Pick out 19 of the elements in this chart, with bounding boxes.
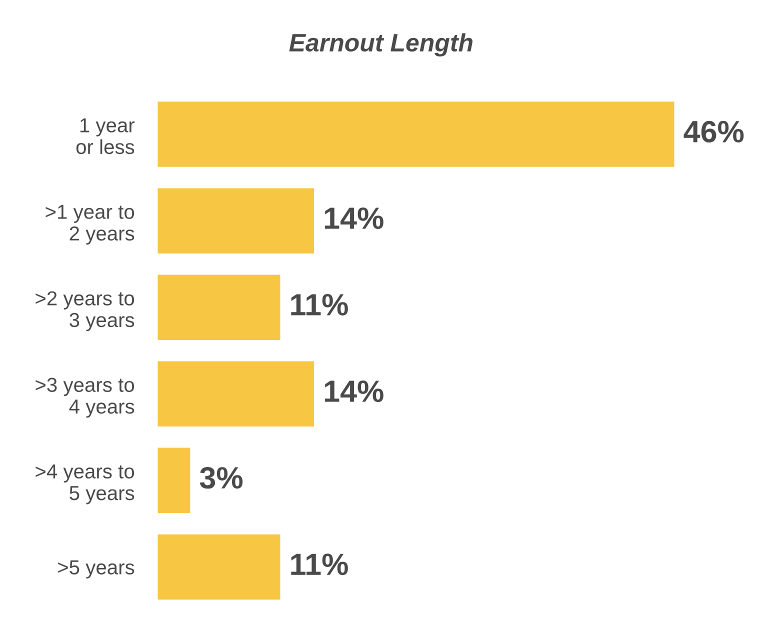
y-tick-label: >4 years to 5 years: [36, 464, 134, 504]
y-tick-label: >3 years to 4 years: [36, 378, 134, 418]
data-label: 3%: [200, 466, 243, 489]
y-tick-label: >2 years to 3 years: [36, 291, 134, 332]
data-label: 14%: [324, 380, 384, 402]
data-label: 46%: [684, 120, 744, 142]
data-label: 14%: [324, 207, 384, 229]
bar: [157, 100, 676, 168]
y-tick-label: >1 year to 2 years: [46, 204, 134, 245]
y-tick-label: 1 year or less: [76, 118, 135, 154]
data-label: 11%: [291, 554, 348, 576]
data-label: 11%: [291, 294, 348, 316]
chart-title: Earnout Length: [289, 33, 472, 57]
bar: [157, 532, 282, 601]
bar: [157, 186, 316, 255]
bar: [157, 360, 316, 428]
bar: [157, 446, 192, 514]
bar: [157, 273, 282, 342]
y-tick-label: >5 years: [58, 560, 134, 578]
